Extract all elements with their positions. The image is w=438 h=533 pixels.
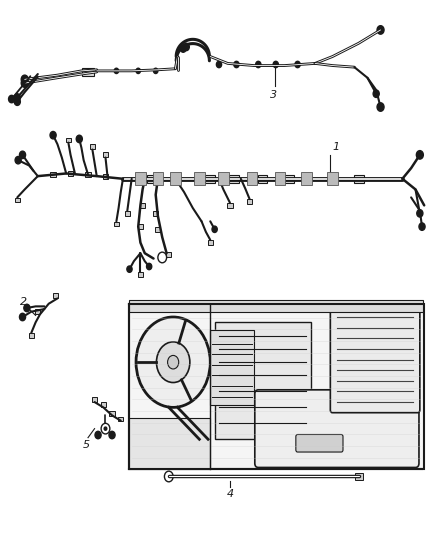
Bar — [28, 333, 34, 338]
Circle shape — [373, 90, 379, 98]
Circle shape — [19, 151, 25, 159]
Circle shape — [377, 26, 384, 34]
Circle shape — [417, 151, 424, 159]
Circle shape — [417, 209, 423, 217]
Circle shape — [147, 263, 152, 270]
Circle shape — [153, 68, 158, 74]
Circle shape — [180, 45, 186, 52]
Bar — [138, 224, 143, 229]
Bar — [227, 203, 233, 208]
Bar — [218, 172, 229, 185]
Bar — [103, 152, 108, 157]
Circle shape — [168, 356, 179, 369]
Circle shape — [14, 94, 20, 101]
Circle shape — [9, 95, 14, 103]
Circle shape — [21, 79, 28, 87]
Bar — [140, 203, 145, 208]
Text: 3: 3 — [270, 90, 277, 100]
Bar — [14, 198, 20, 203]
Circle shape — [15, 157, 21, 164]
Bar — [101, 402, 106, 407]
Bar — [118, 417, 124, 422]
Bar — [153, 211, 158, 216]
Bar — [194, 172, 205, 185]
Bar — [90, 144, 95, 149]
Circle shape — [50, 132, 56, 139]
FancyBboxPatch shape — [330, 309, 420, 413]
Bar — [215, 322, 311, 439]
Bar — [85, 172, 91, 177]
Circle shape — [114, 68, 119, 74]
Bar — [247, 172, 257, 185]
Bar — [152, 172, 163, 185]
Bar — [66, 138, 71, 142]
Text: 2: 2 — [20, 297, 27, 308]
Circle shape — [127, 266, 132, 272]
Circle shape — [212, 226, 217, 232]
Bar — [170, 172, 180, 185]
Circle shape — [76, 135, 82, 143]
Bar — [327, 172, 338, 185]
Circle shape — [104, 427, 107, 430]
Bar — [205, 175, 215, 182]
Bar — [138, 272, 143, 277]
Bar — [125, 211, 130, 216]
Bar — [130, 418, 210, 469]
Circle shape — [158, 252, 166, 263]
Circle shape — [234, 61, 239, 68]
Circle shape — [419, 223, 425, 230]
Bar — [155, 227, 160, 232]
Circle shape — [24, 304, 30, 312]
Circle shape — [136, 68, 141, 74]
Circle shape — [256, 61, 261, 68]
Bar — [208, 240, 213, 245]
Circle shape — [19, 313, 25, 321]
Text: 5: 5 — [83, 440, 90, 450]
Bar — [103, 174, 108, 179]
Bar — [147, 175, 156, 182]
Bar — [92, 397, 97, 402]
Bar — [35, 309, 40, 314]
Bar — [210, 330, 254, 405]
Circle shape — [95, 431, 101, 439]
Circle shape — [164, 471, 173, 482]
Bar — [50, 172, 56, 177]
Circle shape — [109, 431, 115, 439]
Circle shape — [295, 61, 300, 68]
Bar — [355, 473, 363, 480]
Circle shape — [101, 423, 110, 434]
Bar — [130, 300, 423, 312]
Bar — [82, 68, 94, 76]
Text: 1: 1 — [332, 142, 339, 152]
Circle shape — [14, 98, 20, 106]
Bar — [135, 172, 146, 185]
Bar — [110, 411, 115, 416]
Bar — [247, 199, 252, 204]
Circle shape — [216, 61, 222, 68]
Text: 4: 4 — [226, 489, 233, 499]
Bar — [230, 175, 239, 182]
Bar — [68, 171, 73, 176]
Circle shape — [136, 317, 210, 407]
Circle shape — [377, 103, 384, 111]
FancyBboxPatch shape — [130, 304, 424, 469]
Circle shape — [183, 43, 189, 51]
FancyBboxPatch shape — [255, 390, 419, 467]
Bar — [53, 293, 58, 298]
Circle shape — [273, 61, 279, 68]
Bar — [166, 253, 171, 257]
Circle shape — [21, 75, 28, 84]
Circle shape — [156, 342, 190, 383]
Bar — [258, 175, 268, 182]
Bar — [354, 175, 364, 182]
FancyBboxPatch shape — [296, 434, 343, 452]
Bar — [301, 172, 311, 185]
Bar — [275, 172, 286, 185]
Bar — [114, 222, 119, 227]
Bar — [284, 175, 293, 182]
